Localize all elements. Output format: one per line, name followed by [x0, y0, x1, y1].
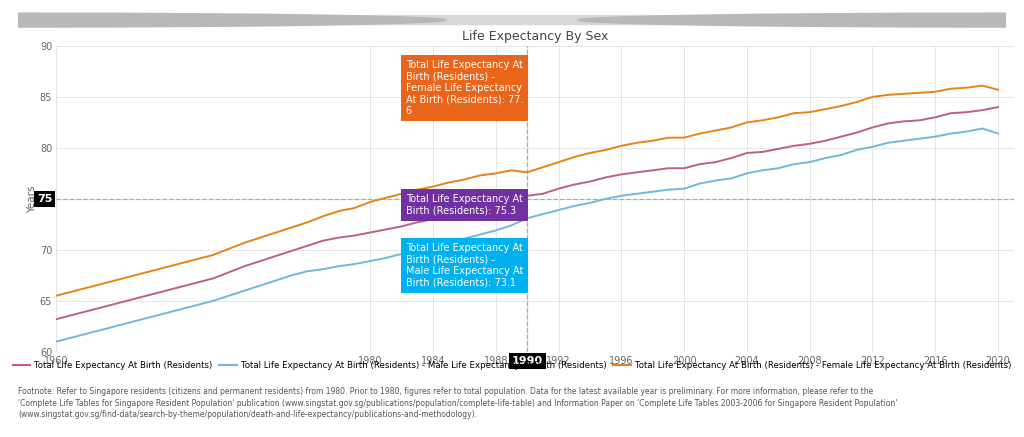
Y-axis label: Years: Years	[27, 185, 37, 212]
Text: 1990: 1990	[512, 356, 543, 366]
Text: Total Life Expectancy At
Birth (Residents): 75.3: Total Life Expectancy At Birth (Resident…	[406, 194, 522, 216]
Text: Footnote: Refer to Singapore residents (citizens and permanent residents) from 1: Footnote: Refer to Singapore residents (…	[18, 387, 898, 420]
Text: Total Life Expectancy At
Birth (Residents) -
Female Life Expectancy
At Birth (Re: Total Life Expectancy At Birth (Resident…	[406, 60, 523, 116]
FancyBboxPatch shape	[18, 15, 1006, 25]
Circle shape	[0, 13, 445, 27]
Text: Total Life Expectancy At
Birth (Residents) -
Male Life Expectancy At
Birth (Resi: Total Life Expectancy At Birth (Resident…	[406, 243, 523, 288]
Text: 75: 75	[37, 194, 52, 204]
Title: Life Expectancy By Sex: Life Expectancy By Sex	[462, 30, 608, 43]
Legend: Total Life Expectancy At Birth (Residents), Total Life Expectancy At Birth (Resi: Total Life Expectancy At Birth (Resident…	[9, 358, 1015, 374]
Circle shape	[579, 13, 1024, 27]
